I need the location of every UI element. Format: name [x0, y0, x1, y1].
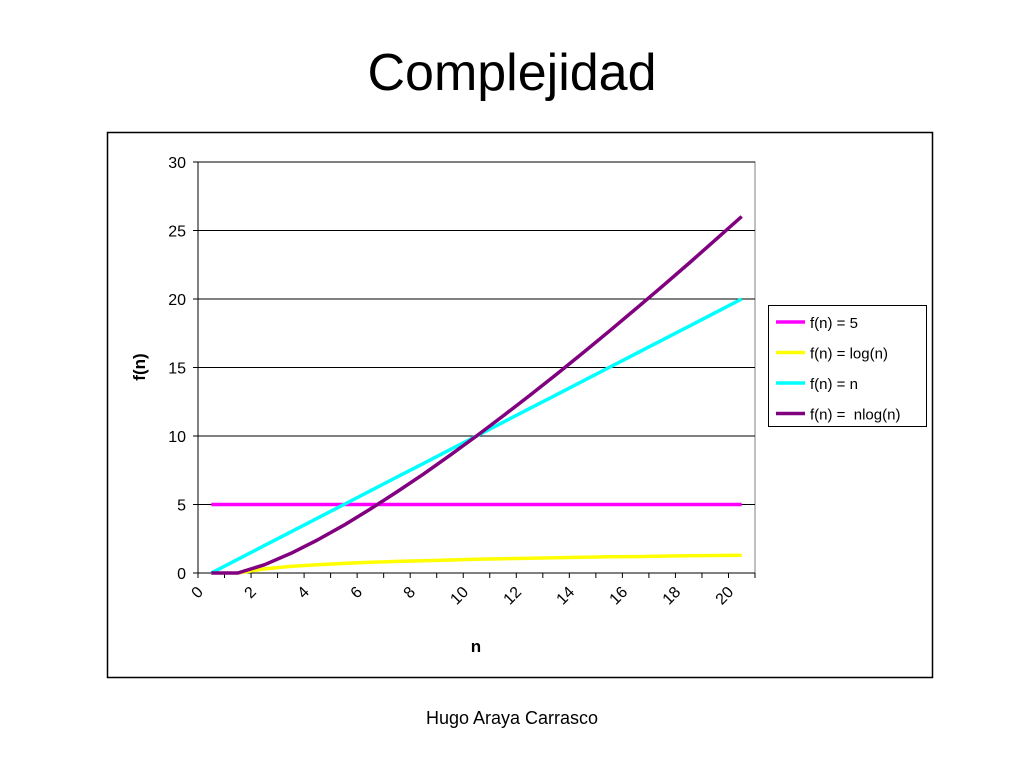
series-line	[237, 553, 742, 575]
legend-label: f(n) = n	[810, 376, 858, 393]
series-line	[211, 215, 743, 575]
y-tick-label: 20	[168, 292, 186, 309]
y-tick-label: 15	[168, 361, 186, 378]
footer: Hugo Araya Carrasco	[426, 708, 598, 728]
y-axis-label: f(n)	[130, 353, 149, 380]
y-tick-label: 30	[168, 155, 186, 172]
y-tick-label: 0	[177, 566, 186, 583]
legend-label: f(n) = nlog(n)	[810, 407, 900, 424]
y-tick-label: 10	[168, 429, 186, 446]
legend-label: f(n) = 5	[810, 315, 858, 332]
legend: f(n) = 5 f(n) = log(n) f(n) = n f(n) = nlog…	[768, 305, 927, 427]
legend-label: f(n) = log(n)	[810, 346, 888, 363]
y-tick-label: 5	[177, 498, 186, 515]
slide-title: Complejidad	[367, 44, 656, 102]
y-tick-label: 25	[168, 224, 186, 241]
legend-box	[768, 305, 927, 427]
x-axis-label: n	[471, 637, 481, 656]
